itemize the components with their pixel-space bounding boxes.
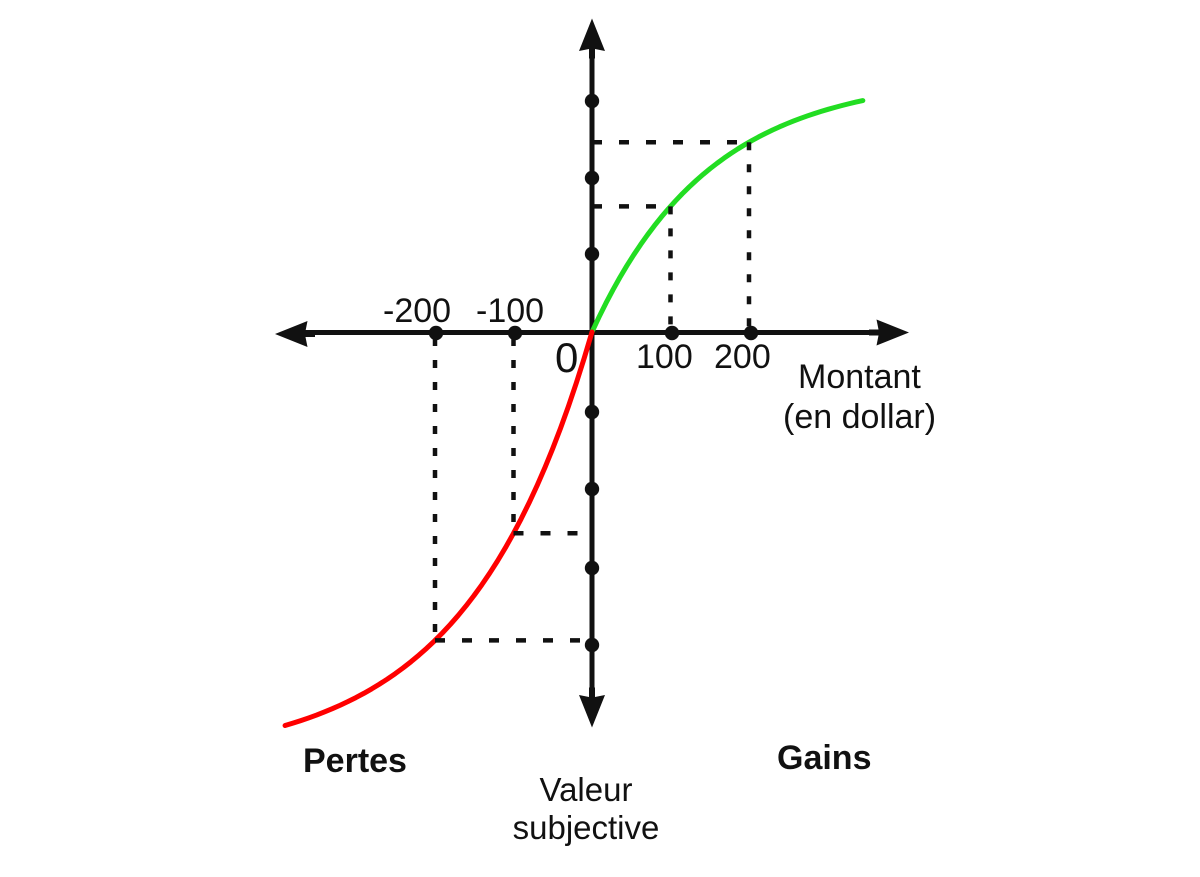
svg-text:-200: -200 <box>383 292 451 330</box>
svg-text:Montant: Montant <box>798 358 921 396</box>
svg-text:Pertes: Pertes <box>303 742 407 780</box>
svg-text:Valeur: Valeur <box>540 771 633 808</box>
svg-text:100: 100 <box>636 338 693 376</box>
svg-text:(en dollar): (en dollar) <box>783 398 936 436</box>
svg-text:-100: -100 <box>476 292 544 330</box>
svg-text:Gains: Gains <box>777 739 871 777</box>
svg-text:subjective: subjective <box>513 809 660 846</box>
svg-text:0: 0 <box>555 334 578 381</box>
svg-text:200: 200 <box>714 338 771 376</box>
